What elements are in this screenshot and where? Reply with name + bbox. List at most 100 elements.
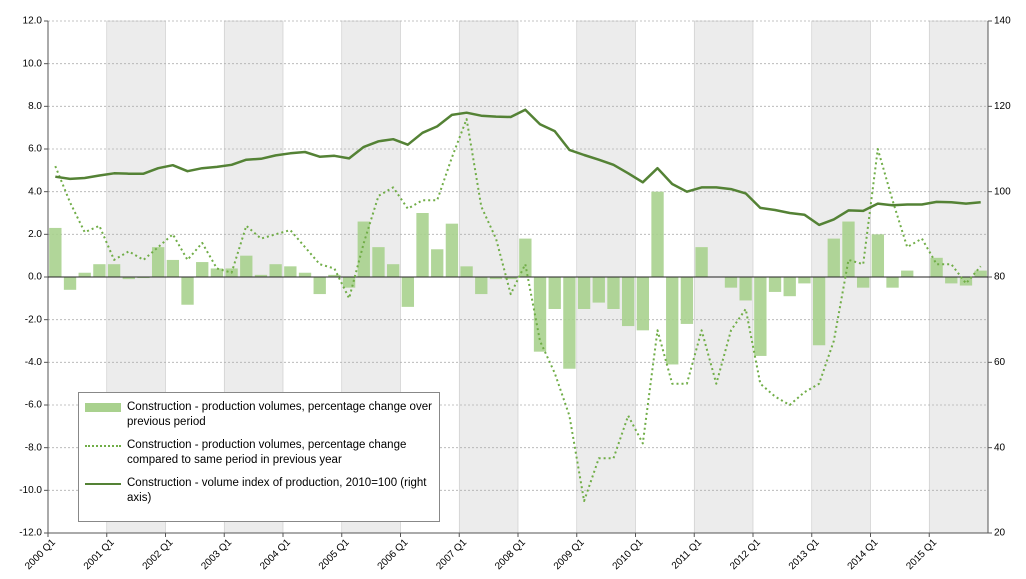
y-tick-label: -8.0 — [25, 442, 43, 453]
bar — [901, 270, 914, 277]
bar — [107, 264, 121, 277]
y-tick-label: 10.0 — [23, 58, 43, 69]
bar — [768, 277, 782, 292]
y-tick-label: -12.0 — [19, 528, 42, 539]
bar — [504, 277, 517, 280]
bar — [621, 277, 635, 327]
bar — [342, 277, 356, 288]
bar — [137, 277, 150, 279]
y2-tick-label: 20 — [994, 528, 1006, 539]
x-tick-label: 2015 Q1 — [904, 537, 939, 572]
bar — [445, 223, 459, 277]
x-tick-label: 2006 Q1 — [376, 537, 411, 572]
y-tick-label: 6.0 — [28, 144, 42, 155]
y-tick-label: -2.0 — [25, 314, 43, 325]
bar — [151, 247, 165, 277]
legend: Construction - production volumes, perce… — [78, 392, 440, 522]
y-tick-label: 2.0 — [28, 229, 42, 240]
bar — [563, 277, 576, 369]
x-tick-label: 2014 Q1 — [846, 537, 881, 572]
bar — [724, 277, 738, 288]
legend-item: Construction - production volumes, perce… — [85, 400, 433, 430]
x-tick-label: 2004 Q1 — [258, 537, 293, 572]
bar — [783, 277, 796, 297]
y2-tick-label: 100 — [994, 186, 1011, 197]
x-tick-label: 2007 Q1 — [434, 537, 469, 572]
x-tick-label: 2000 Q1 — [23, 537, 58, 572]
bar — [945, 277, 958, 284]
y2-tick-label: 40 — [994, 442, 1006, 453]
bar — [401, 277, 415, 307]
bar — [533, 277, 547, 352]
bar — [856, 277, 870, 288]
x-tick-label: 2005 Q1 — [317, 537, 352, 572]
bar — [372, 247, 385, 277]
bar — [357, 221, 370, 277]
bar — [460, 266, 473, 277]
bar — [827, 238, 840, 277]
bar — [122, 277, 135, 280]
y2-tick-label: 140 — [994, 16, 1011, 27]
legend-swatch — [85, 483, 121, 485]
legend-label: Construction - volume index of productio… — [127, 477, 427, 504]
bar — [592, 277, 605, 303]
y-tick-label: 4.0 — [28, 186, 42, 197]
bar — [93, 264, 106, 277]
bar — [284, 266, 297, 277]
bar — [416, 213, 429, 277]
y-tick-label: 12.0 — [23, 16, 43, 27]
y2-tick-label: 60 — [994, 357, 1006, 368]
bar — [577, 277, 591, 309]
bar — [489, 277, 503, 280]
bar — [254, 274, 268, 277]
bar — [240, 255, 253, 277]
bar — [812, 277, 826, 346]
bar — [475, 277, 488, 295]
bar — [431, 249, 444, 277]
bar — [63, 277, 77, 290]
bar — [739, 277, 752, 301]
x-tick-label: 2013 Q1 — [787, 537, 822, 572]
x-tick-label: 2008 Q1 — [493, 537, 528, 572]
x-tick-label: 2010 Q1 — [611, 537, 646, 572]
y-tick-label: -4.0 — [25, 357, 43, 368]
bar — [210, 268, 224, 277]
bar — [666, 277, 679, 365]
bar — [269, 264, 282, 277]
legend-label: Construction - production volumes, perce… — [127, 439, 407, 466]
y-tick-label: 0.0 — [28, 272, 42, 283]
bar — [196, 262, 209, 277]
bar — [651, 191, 664, 277]
x-tick-label: 2011 Q1 — [670, 537, 705, 572]
bar — [930, 257, 943, 277]
y2-tick-label: 80 — [994, 272, 1006, 283]
legend-item: Construction - production volumes, perce… — [85, 438, 433, 468]
bar — [181, 277, 194, 305]
y-tick-label: 8.0 — [28, 101, 42, 112]
bar — [959, 277, 973, 286]
bar — [78, 272, 91, 277]
y-tick-label: -6.0 — [25, 400, 43, 411]
y-tick-label: -10.0 — [19, 485, 42, 496]
line — [55, 108, 981, 227]
y2-tick-label: 120 — [994, 101, 1011, 112]
bar — [798, 277, 811, 284]
bar — [519, 238, 532, 277]
legend-item: Construction - volume index of productio… — [85, 476, 433, 506]
x-tick-label: 2009 Q1 — [552, 537, 587, 572]
bar — [754, 277, 767, 356]
x-tick-label: 2012 Q1 — [728, 537, 763, 572]
x-tick-label: 2003 Q1 — [199, 537, 234, 572]
dotted-line — [54, 118, 982, 502]
bar — [886, 277, 899, 288]
bar — [871, 234, 885, 277]
bar — [166, 259, 180, 277]
legend-swatch — [85, 403, 121, 412]
x-tick-label: 2001 Q1 — [82, 537, 117, 572]
bar — [298, 272, 312, 277]
bar — [695, 247, 708, 277]
bar — [607, 277, 620, 309]
bar — [680, 277, 694, 324]
x-tick-label: 2002 Q1 — [141, 537, 176, 572]
